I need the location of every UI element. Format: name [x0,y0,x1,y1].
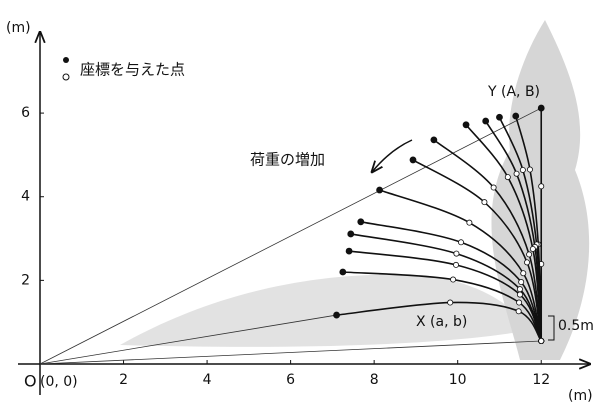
given-point-black [357,218,365,226]
given-point-black [339,268,347,276]
given-point-black [537,104,545,112]
curve [412,159,543,342]
given-point-white [450,276,457,283]
top-point-label: Y (A, B) [487,84,540,100]
y-tick-label: 6 [21,105,30,121]
given-point-black [512,112,520,120]
given-point-white [513,170,520,177]
given-point-white [529,245,536,252]
given-point-black [482,117,490,125]
curve [465,124,543,342]
given-point-black [496,113,503,121]
guide-line [39,314,337,365]
curve [350,233,542,342]
x-tick-label: 2 [119,372,128,388]
given-point-black [333,311,340,319]
given-point-white [458,239,465,246]
curve [433,139,543,342]
curve [336,301,542,342]
x-tick-label: 10 [449,372,467,388]
given-point-white [519,166,526,173]
curve [379,189,543,342]
given-point-black [409,156,417,164]
base-height-label: 0.5m [558,318,594,334]
guide-line [39,107,542,365]
curve [360,221,542,342]
legend-black-dot [63,57,69,63]
given-point-black [462,121,470,129]
given-point-white [518,279,525,286]
x-tick-label: 8 [370,372,379,388]
legend-text: 座標を与えた点 [80,61,185,79]
given-point-white [447,299,454,306]
given-point-black [376,186,383,194]
given-point-white [516,299,523,306]
given-point-white [453,261,460,268]
given-point-white [504,174,511,181]
origin-label: O [24,372,37,391]
base-bracket [548,315,555,341]
low-point-label: X (a, b) [416,314,467,330]
given-point-white [538,337,545,344]
legend-white-dot [62,73,70,81]
x-tick-label: 12 [532,372,550,388]
given-point-white [490,184,497,191]
x-tick-label: 6 [286,372,295,388]
given-point-white [516,286,523,293]
given-point-white [526,166,533,173]
given-point-black [430,136,438,144]
given-point-white [466,219,473,226]
given-point-white [524,259,531,266]
given-point-black [345,247,353,255]
given-point-white [481,199,488,206]
given-point-white [453,250,460,257]
y-unit: (m) [6,20,31,36]
load-arrow [372,139,413,172]
given-point-white [515,308,522,315]
guide-line [39,340,542,365]
y-tick-label: 4 [21,189,30,205]
load-label: 荷重の増加 [250,151,325,169]
given-point-white [520,270,527,277]
given-point-white [526,251,533,258]
given-point-white [538,183,545,190]
given-point-black [347,230,355,238]
curve [348,250,542,342]
x-unit: (m) [568,388,593,404]
curve [342,271,542,342]
y-tick-label: 2 [21,272,30,288]
given-point-white [516,291,523,298]
origin-coord: (0, 0) [40,374,78,390]
x-tick-label: 4 [203,372,212,388]
